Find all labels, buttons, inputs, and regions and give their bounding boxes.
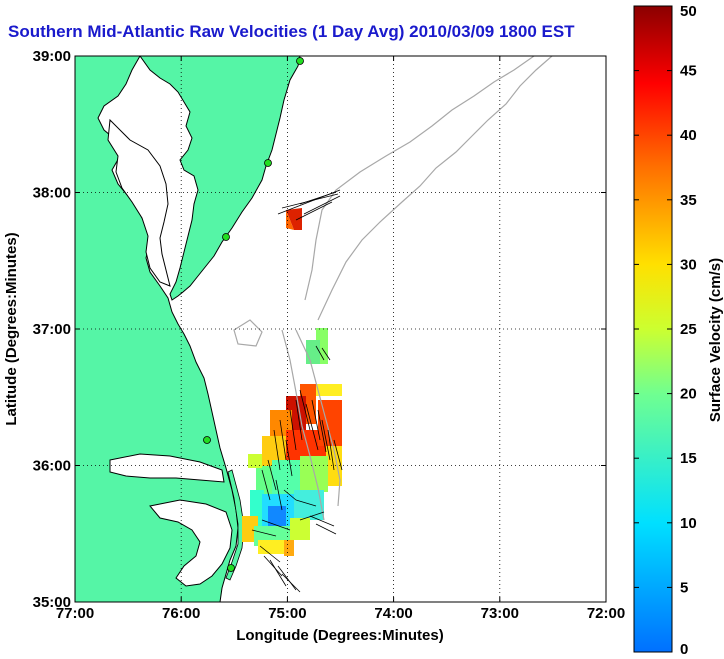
colorbar	[633, 5, 673, 653]
hf-radar-stations	[203, 57, 304, 572]
station-marker	[296, 57, 304, 65]
colorbar-tick-label: 50	[680, 3, 697, 20]
colorbar-tick-label: 20	[680, 386, 697, 403]
lon-tick-label: 73:00	[481, 605, 519, 622]
lon-tick-label: 74:00	[374, 605, 412, 622]
station-marker	[222, 233, 230, 241]
lat-tick-label: 37:00	[33, 321, 71, 338]
x-axis-label: Longitude (Degrees:Minutes)	[236, 627, 444, 644]
station-marker	[264, 159, 272, 167]
y-axis-label: Latitude (Degrees:Minutes)	[3, 232, 20, 425]
colorbar-tick-label: 10	[680, 515, 697, 532]
albemarle-sound	[109, 453, 225, 483]
chesapeake-bay	[107, 118, 171, 287]
colorbar-tick-label: 40	[680, 127, 697, 144]
plot-title: Southern Mid-Atlantic Raw Velocities (1 …	[8, 22, 575, 41]
bathymetry-contours	[233, 56, 553, 521]
graticule	[75, 56, 606, 602]
colorbar-ticks: 0 5 10 15 20 25 30 35 40 45 50	[634, 3, 697, 658]
colorbar-tick-label: 35	[680, 192, 697, 209]
colorbar-tick-label: 15	[680, 450, 697, 467]
lon-tick-label: 75:00	[268, 605, 306, 622]
lat-tick-label: 38:00	[33, 185, 71, 202]
station-marker	[227, 564, 235, 572]
colorbar-tick-label: 30	[680, 256, 697, 273]
colorbar-tick-label: 25	[680, 321, 697, 338]
longitude-ticks: 77:00 76:00 75:00 74:00 73:00 72:00	[56, 56, 625, 622]
station-marker	[203, 436, 211, 444]
lat-tick-label: 35:00	[33, 594, 71, 611]
latitude-ticks: 39:00 38:00 37:00 36:00 35:00	[33, 48, 606, 611]
velocity-vectors	[251, 189, 343, 593]
lat-tick-label: 36:00	[33, 458, 71, 475]
lon-tick-label: 76:00	[162, 605, 200, 622]
lon-tick-label: 72:00	[587, 605, 625, 622]
colorbar-tick-label: 5	[680, 579, 688, 596]
colorbar-tick-label: 45	[680, 63, 697, 80]
lat-tick-label: 39:00	[33, 48, 71, 65]
colorbar-tick-label: 0	[680, 641, 688, 658]
lon-tick-label: 77:00	[56, 605, 94, 622]
pamlico-sound	[149, 499, 233, 587]
colorbar-label: Surface Velocity (cm/s)	[707, 258, 724, 422]
